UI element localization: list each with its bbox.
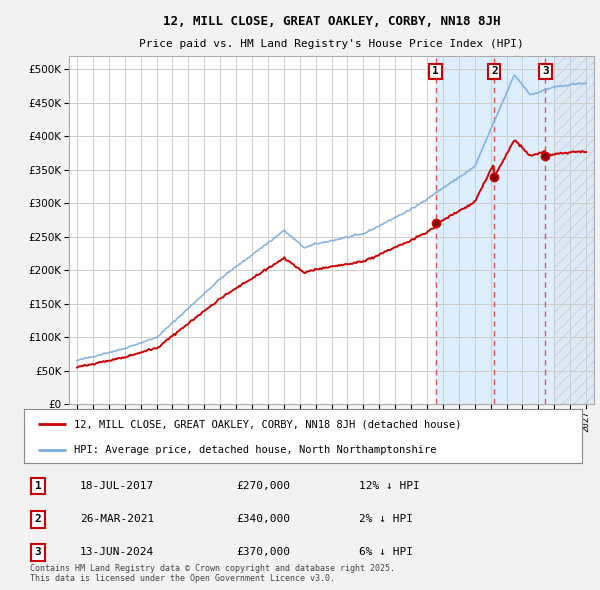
Text: Contains HM Land Registry data © Crown copyright and database right 2025.
This d: Contains HM Land Registry data © Crown c… xyxy=(29,563,395,583)
Text: 1: 1 xyxy=(432,67,439,77)
Bar xyxy=(436,56,554,404)
Text: 3: 3 xyxy=(542,67,549,77)
Text: 18-JUL-2017: 18-JUL-2017 xyxy=(80,481,154,491)
Text: 13-JUN-2024: 13-JUN-2024 xyxy=(80,548,154,557)
Text: Price paid vs. HM Land Registry's House Price Index (HPI): Price paid vs. HM Land Registry's House … xyxy=(139,39,524,49)
Text: 2: 2 xyxy=(35,514,41,524)
Text: 2% ↓ HPI: 2% ↓ HPI xyxy=(359,514,413,524)
Text: 12, MILL CLOSE, GREAT OAKLEY, CORBY, NN18 8JH (detached house): 12, MILL CLOSE, GREAT OAKLEY, CORBY, NN1… xyxy=(74,419,462,429)
Text: 1: 1 xyxy=(35,481,41,491)
Text: 12% ↓ HPI: 12% ↓ HPI xyxy=(359,481,419,491)
Text: £340,000: £340,000 xyxy=(236,514,290,524)
Bar xyxy=(554,56,594,404)
Text: 26-MAR-2021: 26-MAR-2021 xyxy=(80,514,154,524)
Text: £370,000: £370,000 xyxy=(236,548,290,557)
Text: 12, MILL CLOSE, GREAT OAKLEY, CORBY, NN18 8JH: 12, MILL CLOSE, GREAT OAKLEY, CORBY, NN1… xyxy=(163,15,500,28)
Text: £270,000: £270,000 xyxy=(236,481,290,491)
Text: 2: 2 xyxy=(491,67,497,77)
Text: HPI: Average price, detached house, North Northamptonshire: HPI: Average price, detached house, Nort… xyxy=(74,445,437,454)
Text: 3: 3 xyxy=(35,548,41,557)
Text: 6% ↓ HPI: 6% ↓ HPI xyxy=(359,548,413,557)
